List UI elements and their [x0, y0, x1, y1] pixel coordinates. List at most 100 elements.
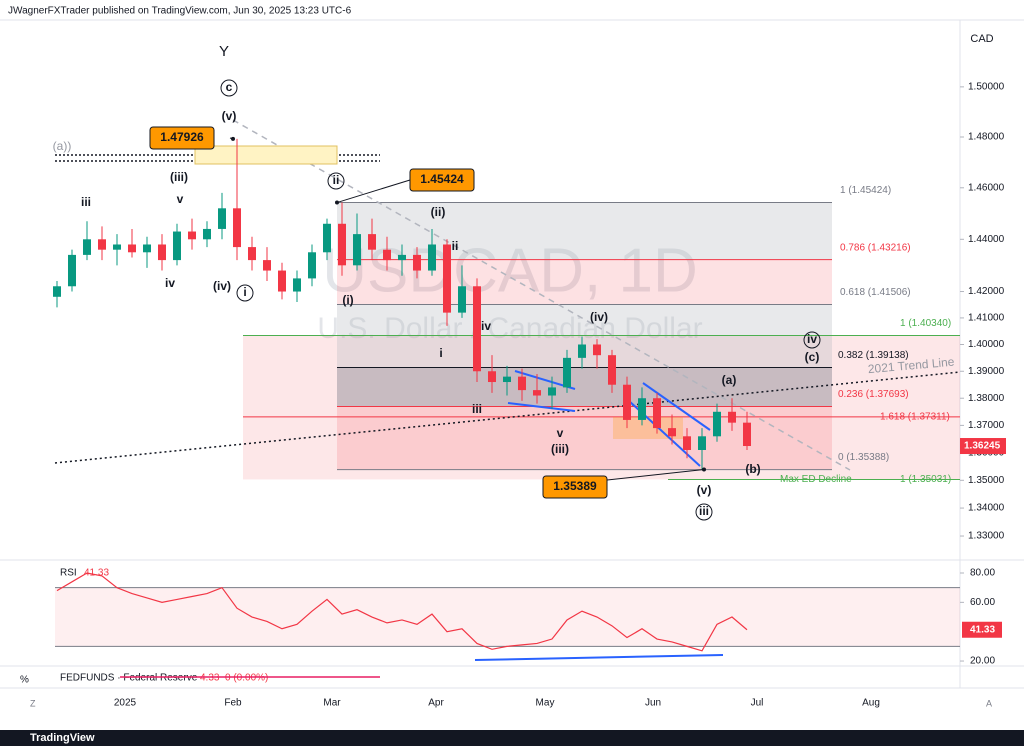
rsi-tick-label: 60.00 — [970, 597, 995, 608]
wave-circle — [803, 331, 821, 349]
wave-circle — [327, 172, 345, 190]
wave-label: (v) — [697, 483, 712, 497]
candle-body — [278, 270, 286, 292]
wave-label: ii — [333, 173, 340, 187]
y-tick-label: 1.41000 — [968, 313, 1005, 324]
svg-text:Z: Z — [30, 698, 36, 708]
callout-label: 1.47926 — [160, 130, 204, 144]
candle-body — [458, 286, 466, 313]
y-tick-label: 1.38000 — [968, 393, 1005, 404]
x-tick-label: Apr — [428, 698, 444, 709]
y-tick-label: 1.39000 — [968, 366, 1005, 377]
wave-label: (a) — [722, 373, 737, 387]
candle-body — [353, 234, 361, 266]
rsi-badge — [962, 621, 1002, 638]
candle-body — [578, 344, 586, 358]
wedge-line — [642, 382, 711, 431]
candle-body — [233, 208, 241, 248]
wedge-line — [507, 402, 576, 412]
wave-label: v — [177, 192, 184, 206]
y-tick-label: 1.44000 — [968, 234, 1005, 245]
fib-zone — [337, 406, 832, 470]
candle-body — [608, 355, 616, 385]
y-tick-label: 1.50000 — [968, 82, 1005, 93]
candle-body — [383, 249, 391, 261]
rsi-badge-text: 41.33 — [970, 624, 995, 635]
y-tick-label: 1.48000 — [968, 132, 1005, 143]
last-price-badge — [960, 438, 1006, 455]
candle-body — [653, 398, 661, 429]
callout-point — [335, 200, 339, 205]
fed-change: 0 (0.00%) — [225, 673, 268, 684]
x-tick-label: Jun — [645, 698, 661, 709]
wave-label: i — [243, 285, 246, 299]
candle-body — [218, 208, 226, 229]
candle-body — [623, 384, 631, 420]
candle-body — [443, 244, 451, 313]
callout-box — [149, 126, 215, 150]
fib-label: 0.382 (1.39138) — [838, 350, 909, 361]
candle-body — [68, 254, 76, 287]
candle-body — [323, 223, 331, 253]
candle-body — [713, 411, 721, 437]
fib-label: 1.618 (1.37311) — [880, 412, 950, 423]
fib-label: 1 (1.40340) — [900, 318, 951, 329]
candle-body — [683, 436, 691, 450]
wave-label: Y — [219, 43, 229, 60]
rsi-band — [55, 587, 960, 647]
fib-label: 0 (1.35388) — [838, 452, 889, 463]
candle-body — [668, 428, 676, 437]
candle-body — [158, 244, 166, 261]
candle-body — [263, 260, 271, 271]
x-tick-label: Aug — [862, 698, 880, 709]
fib-label: 1 (1.45424) — [840, 185, 891, 196]
candle-body — [203, 228, 211, 240]
fed-unit: % — [20, 675, 29, 686]
callout-label: 1.45424 — [420, 172, 464, 186]
trend-line — [54, 371, 961, 464]
currency[interactable]: CAD — [970, 33, 993, 45]
candle-body — [173, 231, 181, 261]
candle-body — [338, 223, 346, 266]
wave-label: (iii) — [551, 442, 569, 456]
x-tick-label: 2025 — [114, 698, 137, 709]
candle-body — [143, 244, 151, 253]
candle-body — [743, 422, 751, 447]
fib-label: 0.786 (1.43216) — [840, 242, 911, 253]
wave-label: i — [439, 346, 442, 360]
candle-body — [518, 376, 526, 391]
wave-label: (c) — [805, 350, 820, 364]
x-tick-label: Feb — [224, 698, 242, 709]
candle-body — [53, 286, 61, 297]
y-tick-label: 1.46000 — [968, 182, 1005, 193]
fib-label: 0.236 (1.37693) — [838, 389, 909, 400]
candle-body — [308, 252, 316, 279]
wave-label: (v) — [222, 109, 237, 123]
fib-zone — [337, 304, 832, 368]
ed-zone — [243, 335, 960, 480]
candle-body — [698, 436, 706, 450]
svg-text:A: A — [986, 698, 992, 708]
candle-body — [428, 244, 436, 271]
y-tick-label: 1.35000 — [968, 475, 1005, 486]
fib-zone — [337, 367, 832, 407]
wave-label: (iv) — [213, 279, 231, 293]
divergence-line — [474, 654, 724, 661]
wave-label: (i) — [342, 293, 353, 307]
publisher: JWagnerFXTrader published on TradingView… — [8, 6, 352, 17]
candle-body — [368, 234, 376, 250]
fib-zone — [337, 202, 832, 260]
wave-label: iv — [807, 332, 817, 346]
callout-box — [542, 475, 608, 499]
candle-body — [128, 244, 136, 253]
rsi-name: RSI — [60, 568, 77, 579]
candle-body — [728, 411, 736, 423]
wave-label: iii — [472, 402, 482, 416]
wave-label: (iii) — [170, 170, 188, 184]
x-tick-label: Jul — [751, 698, 764, 709]
rsi-tick-label: 20.00 — [970, 656, 995, 667]
wave-label: iii — [699, 504, 709, 518]
candle-body — [638, 398, 646, 420]
y-tick-label: 1.42000 — [968, 286, 1005, 297]
callout-point — [702, 467, 706, 472]
